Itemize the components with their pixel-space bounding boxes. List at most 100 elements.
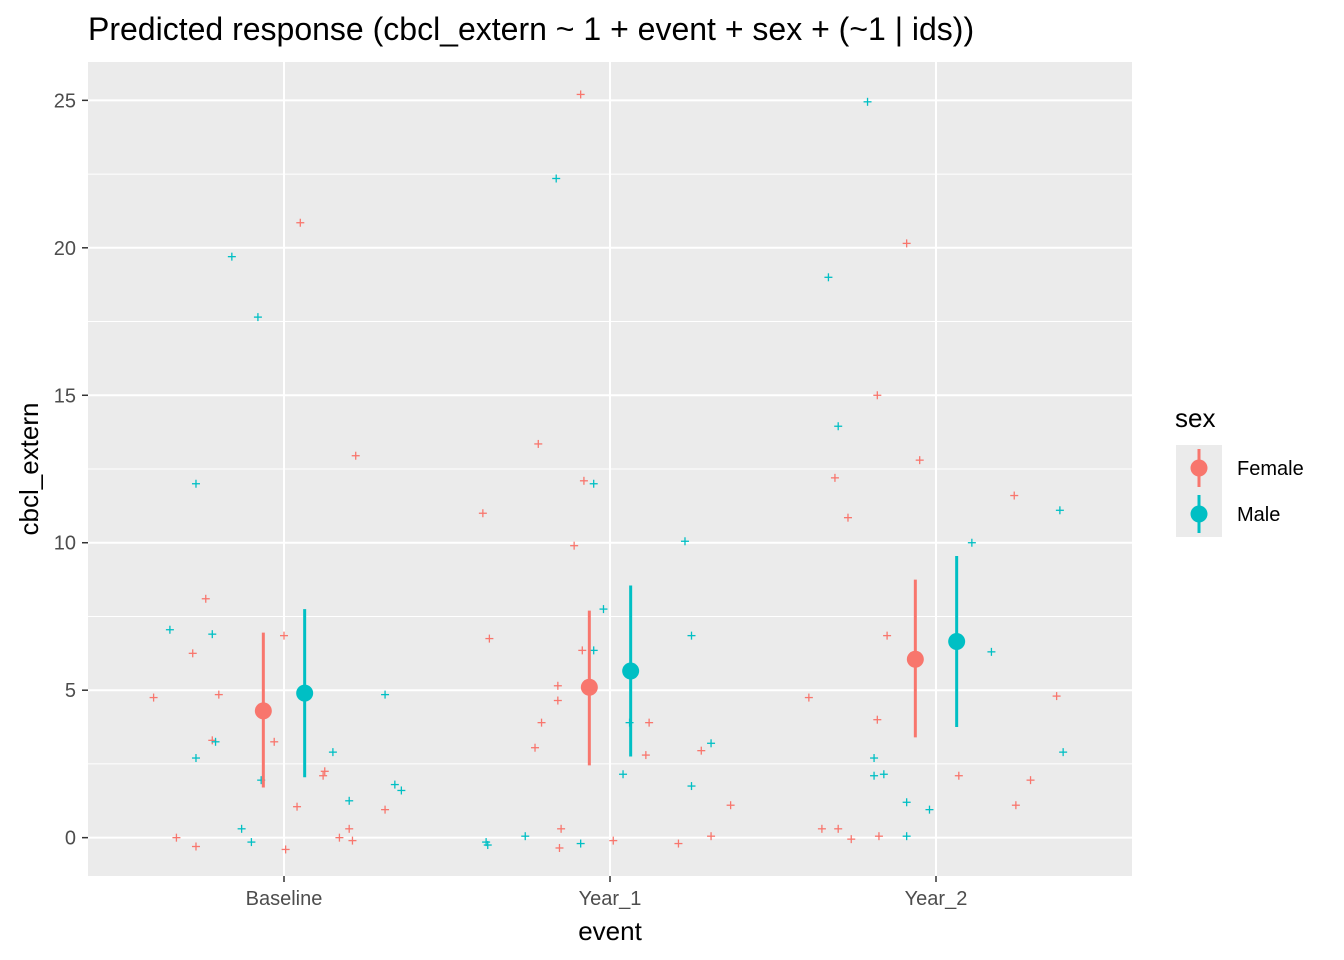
raw-point-male	[191, 479, 200, 488]
raw-point-female	[149, 693, 158, 702]
raw-point-male	[390, 780, 399, 789]
raw-point-male	[208, 630, 217, 639]
raw-point-female	[281, 845, 290, 854]
raw-point-male	[680, 537, 689, 546]
raw-point-male	[707, 739, 716, 748]
raw-point-female	[834, 824, 843, 833]
raw-point-female	[609, 836, 618, 845]
chart-title: Predicted response (cbcl_extern ~ 1 + ev…	[88, 11, 974, 47]
raw-point-female	[697, 746, 706, 755]
y-tick-label: 15	[54, 385, 76, 407]
raw-point-male	[863, 97, 872, 106]
predicted-point-male	[296, 684, 314, 702]
raw-point-female	[874, 832, 883, 841]
raw-point-female	[804, 693, 813, 702]
raw-point-female	[645, 718, 654, 727]
raw-point-female	[555, 843, 564, 852]
x-axis-title: event	[578, 916, 642, 946]
x-tick-label: Year_2	[905, 888, 968, 910]
raw-point-male	[902, 832, 911, 841]
raw-point-female	[1010, 491, 1019, 500]
raw-point-female	[534, 439, 543, 448]
raw-point-male	[687, 631, 696, 640]
raw-point-male	[227, 252, 236, 261]
y-tick-label: 0	[65, 828, 76, 850]
raw-point-female	[270, 737, 279, 746]
raw-point-male	[165, 625, 174, 634]
legend: sex Female Male	[1175, 403, 1304, 537]
x-tick-label: Year_1	[579, 888, 642, 910]
raw-point-female	[531, 743, 540, 752]
legend-item-male: Male	[1176, 491, 1280, 537]
raw-point-female	[553, 696, 562, 705]
raw-point-male	[211, 737, 220, 746]
raw-point-female	[674, 839, 683, 848]
raw-point-female	[883, 631, 892, 640]
raw-point-male	[253, 313, 262, 322]
raw-point-female	[296, 218, 305, 227]
raw-point-male	[902, 798, 911, 807]
raw-point-female	[915, 456, 924, 465]
legend-label: Female	[1237, 458, 1304, 480]
raw-point-male	[381, 690, 390, 699]
raw-point-male	[687, 782, 696, 791]
raw-point-male	[589, 646, 598, 655]
raw-point-female	[553, 681, 562, 690]
raw-point-female	[293, 802, 302, 811]
raw-point-female	[1011, 801, 1020, 810]
raw-point-female	[873, 391, 882, 400]
raw-point-female	[641, 751, 650, 760]
raw-point-female	[579, 476, 588, 485]
raw-point-female	[707, 832, 716, 841]
raw-point-female	[726, 801, 735, 810]
raw-point-female	[954, 771, 963, 780]
raw-point-female	[348, 836, 357, 845]
raw-point-male	[521, 832, 530, 841]
raw-point-female	[214, 690, 223, 699]
legend-key-point	[1190, 459, 1208, 477]
legend-key-point	[1190, 505, 1208, 523]
raw-point-female	[191, 842, 200, 851]
raw-point-female	[319, 771, 328, 780]
raw-point-female	[381, 805, 390, 814]
raw-point-male	[824, 273, 833, 282]
raw-point-female	[280, 631, 288, 640]
predicted-point-female	[906, 650, 924, 668]
raw-point-female	[1052, 692, 1061, 701]
y-axis-title: cbcl_extern	[14, 403, 44, 536]
raw-point-female	[188, 649, 197, 658]
y-tick-label: 20	[54, 238, 76, 260]
raw-point-female	[817, 824, 826, 833]
raw-point-male	[1055, 506, 1064, 515]
raw-point-female	[485, 634, 494, 643]
raw-point-male	[870, 771, 879, 780]
raw-point-female	[201, 594, 210, 603]
raw-point-male	[552, 174, 561, 183]
raw-point-male	[834, 422, 843, 431]
raw-point-female	[351, 451, 360, 460]
legend-item-female: Female	[1176, 445, 1304, 491]
raw-points	[149, 90, 1068, 854]
raw-point-male	[328, 748, 337, 757]
predicted-point-female	[580, 678, 598, 696]
raw-point-female	[537, 718, 546, 727]
raw-point-female	[578, 646, 587, 655]
predicted-point-female	[254, 702, 272, 720]
raw-point-male	[247, 838, 256, 847]
raw-point-male	[599, 605, 608, 614]
raw-point-male	[237, 824, 246, 833]
raw-point-male	[870, 754, 879, 763]
raw-point-male	[576, 839, 585, 848]
raw-point-male	[397, 786, 406, 795]
axes: 0 5 10 15 20 25 Baseline Year_1 Year_2	[54, 90, 968, 910]
legend-title: sex	[1175, 403, 1215, 433]
raw-point-female	[320, 767, 329, 776]
predicted-points	[254, 556, 966, 788]
y-tick-label: 25	[54, 90, 76, 112]
raw-point-male	[967, 538, 976, 547]
y-tick-label: 5	[65, 680, 76, 702]
raw-point-female	[576, 90, 585, 99]
raw-point-female	[843, 513, 852, 522]
predicted-point-male	[622, 662, 640, 680]
